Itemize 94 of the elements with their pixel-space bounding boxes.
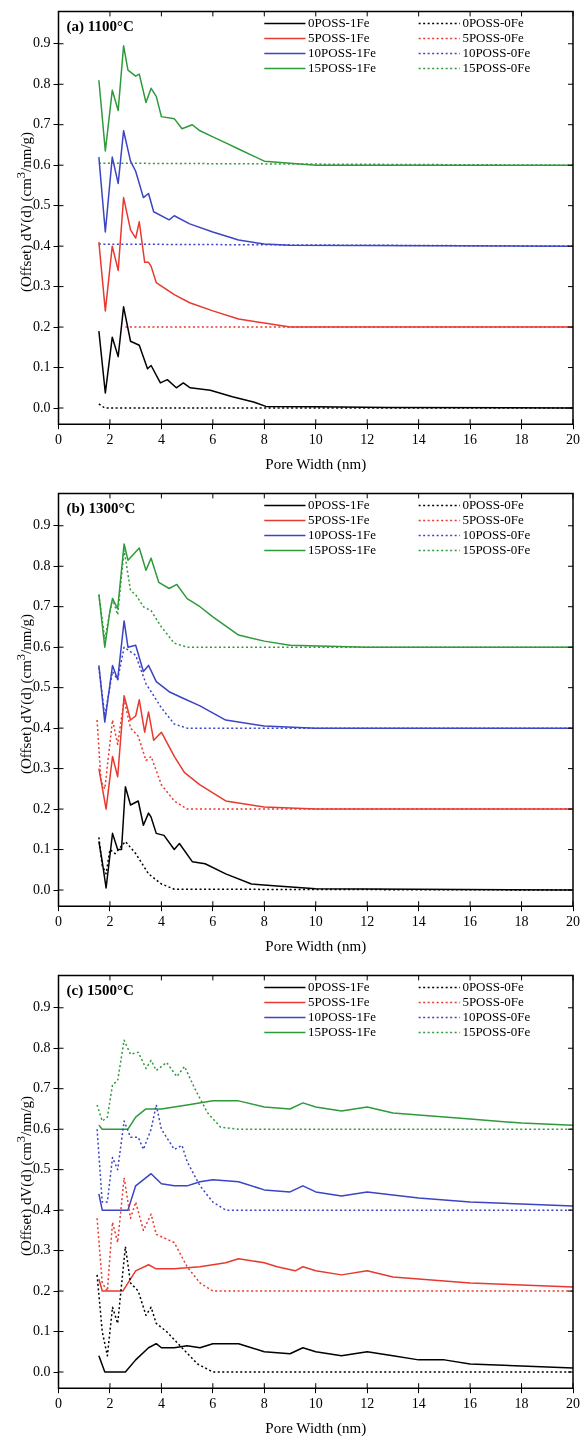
y-tick-label: 0.7 bbox=[33, 598, 51, 614]
y-tick-label: 0.2 bbox=[33, 800, 51, 816]
x-tick-label: 6 bbox=[209, 1396, 217, 1412]
x-tick-label: 2 bbox=[106, 914, 114, 930]
x-tick-label: 14 bbox=[411, 432, 426, 448]
x-tick-label: 14 bbox=[411, 914, 426, 930]
y-tick-label: 0.7 bbox=[33, 1080, 51, 1096]
y-tick-label: 0.1 bbox=[33, 1323, 51, 1339]
x-tick-label: 20 bbox=[566, 1396, 580, 1412]
y-tick-label: 0.3 bbox=[33, 1242, 51, 1258]
legend-label: 15POSS-1Fe bbox=[308, 541, 377, 557]
chart-title: (c) 1500°C bbox=[66, 981, 134, 999]
y-tick-label: 0.0 bbox=[33, 399, 51, 415]
y-tick-label: 0.8 bbox=[33, 75, 51, 91]
legend-label: 10POSS-0Fe bbox=[462, 526, 531, 542]
chart-title: (a) 1100°C bbox=[66, 17, 134, 35]
legend-label: 5POSS-1Fe bbox=[308, 511, 370, 527]
legend-label: 5POSS-1Fe bbox=[308, 993, 370, 1009]
y-tick-label: 0.2 bbox=[33, 318, 51, 334]
y-tick-label: 0.4 bbox=[33, 1201, 51, 1217]
x-tick-label: 0 bbox=[55, 432, 62, 448]
y-tick-label: 0.0 bbox=[33, 881, 51, 897]
legend-label: 10POSS-0Fe bbox=[462, 1008, 531, 1024]
legend-label: 5POSS-1Fe bbox=[308, 29, 370, 45]
x-tick-label: 16 bbox=[463, 432, 478, 448]
x-axis-title: Pore Width (nm) bbox=[265, 1419, 367, 1437]
x-tick-label: 16 bbox=[463, 914, 478, 930]
x-tick-label: 10 bbox=[308, 914, 323, 930]
legend-label: 15POSS-0Fe bbox=[462, 1023, 531, 1039]
y-tick-label: 0.4 bbox=[33, 719, 51, 735]
x-tick-label: 16 bbox=[463, 1396, 478, 1412]
legend-label: 10POSS-1Fe bbox=[308, 526, 377, 542]
legend-label: 0POSS-1Fe bbox=[308, 496, 370, 512]
x-tick-label: 4 bbox=[157, 432, 165, 448]
line-series bbox=[96, 1039, 573, 1130]
x-tick-label: 6 bbox=[209, 914, 217, 930]
x-tick-label: 18 bbox=[514, 1396, 529, 1412]
x-tick-label: 0 bbox=[55, 1396, 62, 1412]
x-tick-label: 0 bbox=[55, 914, 62, 930]
x-axis-title: Pore Width (nm) bbox=[265, 455, 367, 473]
x-axis-title: Pore Width (nm) bbox=[265, 937, 367, 955]
legend-label: 0POSS-0Fe bbox=[462, 496, 525, 512]
y-tick-label: 0.6 bbox=[33, 638, 51, 654]
y-tick-label: 0.9 bbox=[33, 999, 51, 1015]
y-tick-label: 0.5 bbox=[33, 197, 51, 213]
legend-label: 0POSS-1Fe bbox=[308, 978, 370, 994]
legend-label: 5POSS-0Fe bbox=[462, 29, 525, 45]
y-tick-label: 0.5 bbox=[33, 1161, 51, 1177]
y-tick-label: 0.9 bbox=[33, 517, 51, 533]
x-tick-label: 10 bbox=[308, 1396, 323, 1412]
y-tick-label: 0.3 bbox=[33, 760, 51, 776]
legend-label: 5POSS-0Fe bbox=[462, 993, 525, 1009]
legend-label: 5POSS-0Fe bbox=[462, 511, 525, 527]
legend-label: 10POSS-0Fe bbox=[462, 44, 531, 60]
legend-label: 10POSS-1Fe bbox=[308, 44, 377, 60]
legend-label: 0POSS-1Fe bbox=[308, 14, 370, 30]
y-tick-label: 0.8 bbox=[33, 557, 51, 573]
legend-label: 0POSS-0Fe bbox=[462, 14, 525, 30]
y-tick-label: 0.1 bbox=[33, 359, 51, 375]
y-tick-label: 0.0 bbox=[33, 1363, 51, 1379]
x-tick-label: 2 bbox=[106, 432, 114, 448]
y-tick-label: 0.8 bbox=[33, 1039, 51, 1055]
x-tick-label: 8 bbox=[260, 914, 268, 930]
x-tick-label: 12 bbox=[360, 914, 375, 930]
legend-label: 15POSS-1Fe bbox=[308, 1023, 377, 1039]
x-tick-label: 2 bbox=[106, 1396, 114, 1412]
y-tick-label: 0.3 bbox=[33, 278, 51, 294]
x-tick-label: 8 bbox=[260, 432, 268, 448]
y-tick-label: 0.2 bbox=[33, 1282, 51, 1298]
x-tick-label: 20 bbox=[566, 914, 580, 930]
y-tick-label: 0.7 bbox=[33, 116, 51, 132]
x-tick-label: 14 bbox=[411, 1396, 426, 1412]
legend-label: 15POSS-0Fe bbox=[462, 541, 531, 557]
y-tick-label: 0.6 bbox=[33, 1120, 51, 1136]
legend-label: 15POSS-1Fe bbox=[308, 59, 377, 75]
x-tick-label: 20 bbox=[566, 432, 580, 448]
chart-title: (b) 1300°C bbox=[66, 499, 136, 517]
y-tick-label: 0.5 bbox=[33, 679, 51, 695]
y-tick-label: 0.4 bbox=[33, 237, 51, 253]
legend-label: 15POSS-0Fe bbox=[462, 59, 531, 75]
x-tick-label: 18 bbox=[514, 432, 529, 448]
y-tick-label: 0.6 bbox=[33, 156, 51, 172]
x-tick-label: 12 bbox=[360, 432, 375, 448]
x-tick-label: 4 bbox=[157, 1396, 165, 1412]
x-tick-label: 6 bbox=[209, 432, 217, 448]
x-tick-label: 4 bbox=[157, 914, 165, 930]
y-tick-label: 0.1 bbox=[33, 841, 51, 857]
legend-label: 10POSS-1Fe bbox=[308, 1008, 377, 1024]
x-tick-label: 12 bbox=[360, 1396, 375, 1412]
legend-label: 0POSS-0Fe bbox=[462, 978, 525, 994]
x-tick-label: 10 bbox=[308, 432, 323, 448]
x-tick-label: 18 bbox=[514, 914, 529, 930]
x-tick-label: 8 bbox=[260, 1396, 268, 1412]
y-tick-label: 0.9 bbox=[33, 35, 51, 51]
